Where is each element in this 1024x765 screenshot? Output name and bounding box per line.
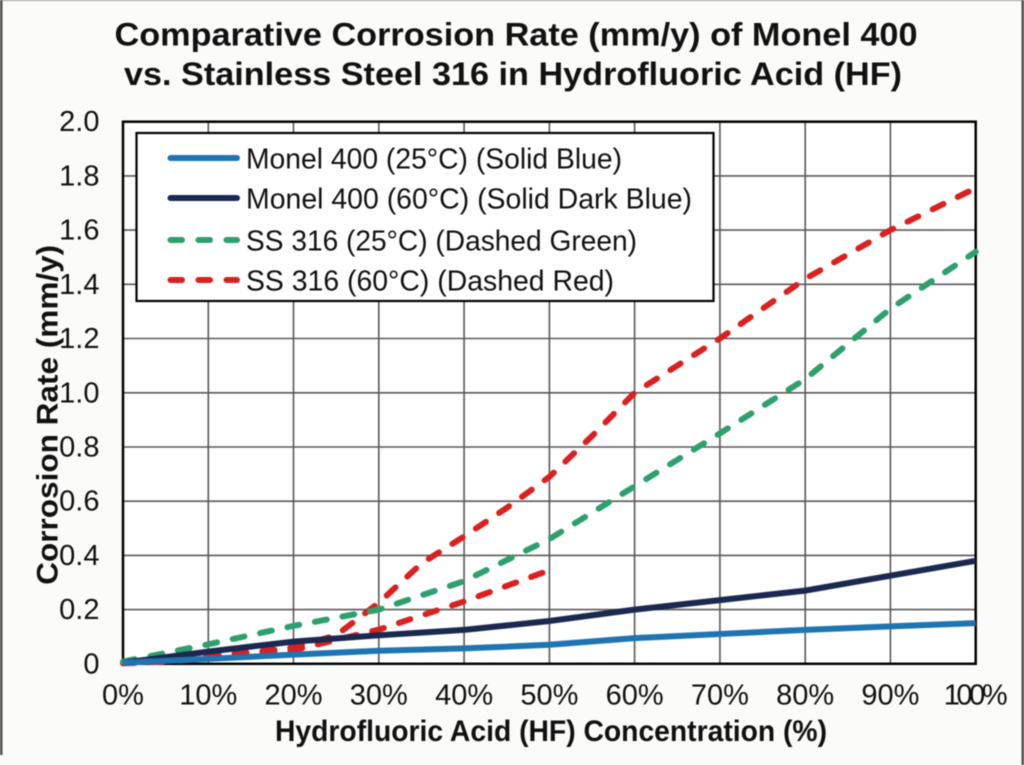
svg-text:20%: 20% [264, 680, 322, 712]
svg-text:90%: 90% [861, 680, 919, 712]
svg-text:0.4: 0.4 [59, 540, 99, 572]
svg-text:1.4: 1.4 [59, 269, 99, 301]
svg-text:1.6: 1.6 [59, 215, 99, 247]
svg-text:0%: 0% [102, 680, 144, 712]
svg-text:0.2: 0.2 [59, 594, 99, 626]
svg-text:100%: 100% [944, 680, 1008, 712]
svg-text:2.0: 2.0 [59, 106, 99, 138]
svg-text:1.0: 1.0 [59, 377, 99, 409]
svg-text:10%: 10% [179, 680, 237, 712]
svg-text:Corrosion Rate (mm/y): Corrosion Rate (mm/y) [32, 245, 65, 585]
svg-text:Monel 400 (60°C) (Solid Dark B: Monel 400 (60°C) (Solid Dark Blue) [246, 184, 692, 216]
svg-text:80%: 80% [776, 680, 834, 712]
svg-text:Hydrofluoric Acid (HF) Concent: Hydrofluoric Acid (HF) Concentration (%) [275, 715, 827, 748]
svg-text:60%: 60% [606, 680, 664, 712]
svg-text:30%: 30% [350, 680, 408, 712]
svg-text:70%: 70% [691, 680, 749, 712]
svg-text:SS 316 (60°C) (Dashed Red): SS 316 (60°C) (Dashed Red) [246, 266, 614, 298]
svg-text:0.6: 0.6 [59, 486, 99, 518]
svg-text:Monel 400 (25°C) (Solid Blue): Monel 400 (25°C) (Solid Blue) [246, 144, 622, 176]
svg-text:Comparative Corrosion Rate (mm: Comparative Corrosion Rate (mm/y) of Mon… [115, 17, 918, 53]
svg-text:0.8: 0.8 [59, 432, 99, 464]
svg-text:50%: 50% [520, 680, 578, 712]
svg-text:40%: 40% [435, 680, 493, 712]
svg-text:0: 0 [83, 648, 99, 680]
svg-text:SS 316 (25°C) (Dashed Green): SS 316 (25°C) (Dashed Green) [246, 226, 637, 258]
svg-text:1.2: 1.2 [59, 323, 99, 355]
svg-text:1.8: 1.8 [59, 160, 99, 192]
svg-text:vs. Stainless Steel 316 in Hyd: vs. Stainless Steel 316 in Hydrofluoric … [124, 56, 902, 92]
